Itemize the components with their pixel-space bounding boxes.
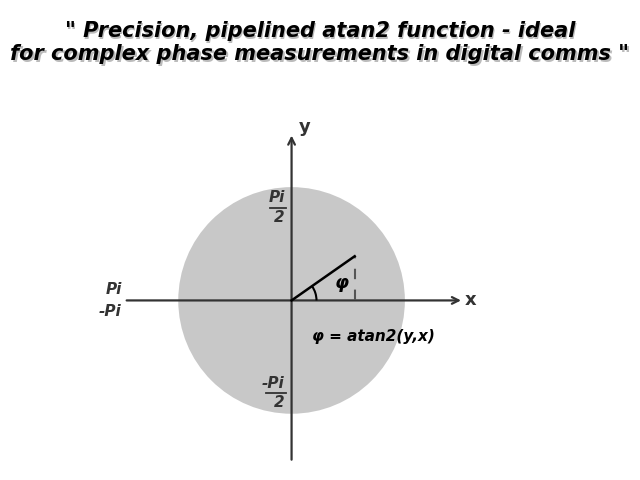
Text: Pi: Pi — [268, 191, 285, 205]
Text: " Precision, pipelined atan2 function - ideal
for complex phase measurements in : " Precision, pipelined atan2 function - … — [12, 23, 631, 66]
Text: -Pi: -Pi — [99, 304, 122, 319]
Text: y: y — [298, 118, 310, 136]
Text: 2: 2 — [274, 210, 285, 225]
Text: φ = atan2(y,x): φ = atan2(y,x) — [312, 329, 435, 344]
Text: 2: 2 — [274, 396, 285, 410]
Text: Pi: Pi — [105, 282, 122, 297]
Text: -Pi: -Pi — [262, 376, 285, 391]
Text: " Precision, pipelined atan2 function - ideal
for complex phase measurements in : " Precision, pipelined atan2 function - … — [10, 21, 630, 64]
Text: x: x — [465, 291, 476, 310]
Circle shape — [179, 187, 405, 414]
Text: φ: φ — [335, 274, 349, 292]
